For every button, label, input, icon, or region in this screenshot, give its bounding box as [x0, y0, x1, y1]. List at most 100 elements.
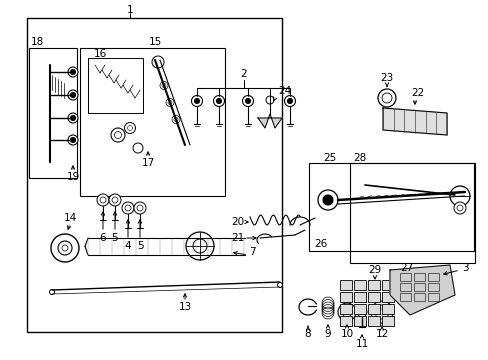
Bar	[381, 292, 393, 302]
Bar	[349, 163, 474, 263]
Circle shape	[114, 131, 121, 139]
Circle shape	[100, 197, 106, 203]
Bar	[339, 280, 351, 290]
Text: 12: 12	[375, 329, 388, 339]
Text: 10: 10	[340, 329, 353, 339]
Bar	[29, 48, 77, 178]
Bar	[353, 304, 365, 314]
Text: 22: 22	[410, 88, 424, 98]
Circle shape	[127, 126, 132, 131]
Circle shape	[97, 194, 109, 206]
Text: 4: 4	[124, 241, 131, 251]
Circle shape	[242, 95, 253, 107]
Bar	[367, 280, 379, 290]
Text: 15: 15	[148, 37, 162, 47]
Circle shape	[377, 89, 395, 107]
Circle shape	[277, 283, 282, 288]
Circle shape	[134, 202, 146, 214]
Bar	[367, 316, 379, 326]
Text: 11: 11	[355, 339, 368, 349]
Circle shape	[449, 186, 469, 206]
Bar	[413, 273, 424, 281]
Polygon shape	[258, 114, 282, 128]
Bar	[367, 292, 379, 302]
Text: 9: 9	[324, 329, 331, 339]
Bar	[339, 304, 351, 314]
Bar	[367, 304, 379, 314]
Circle shape	[112, 197, 118, 203]
Polygon shape	[382, 108, 446, 135]
Bar	[399, 293, 410, 301]
Circle shape	[453, 202, 465, 214]
Bar	[27, 18, 282, 332]
Circle shape	[125, 205, 131, 211]
Circle shape	[216, 99, 221, 104]
Circle shape	[62, 245, 68, 251]
Circle shape	[122, 202, 134, 214]
Circle shape	[356, 307, 366, 317]
Circle shape	[68, 67, 78, 77]
Circle shape	[287, 99, 292, 104]
Circle shape	[317, 190, 337, 210]
Text: 1: 1	[126, 5, 133, 15]
Circle shape	[165, 99, 174, 107]
Bar	[413, 293, 424, 301]
Circle shape	[109, 194, 121, 206]
Text: 16: 16	[93, 49, 106, 59]
Circle shape	[70, 116, 75, 121]
Bar	[427, 273, 438, 281]
Circle shape	[58, 241, 72, 255]
Circle shape	[49, 289, 54, 294]
Text: 14: 14	[63, 213, 77, 223]
Circle shape	[162, 84, 165, 87]
Text: 27: 27	[400, 263, 413, 273]
Bar	[427, 283, 438, 291]
Text: 29: 29	[367, 265, 381, 275]
Bar	[413, 283, 424, 291]
Bar	[427, 293, 438, 301]
Circle shape	[70, 69, 75, 75]
Bar	[381, 304, 393, 314]
Circle shape	[168, 100, 172, 104]
Text: 7: 7	[248, 247, 255, 257]
Circle shape	[172, 116, 180, 123]
Bar	[339, 292, 351, 302]
Bar	[339, 316, 351, 326]
Circle shape	[152, 56, 163, 68]
Text: 17: 17	[141, 158, 154, 168]
Text: 26: 26	[314, 239, 327, 249]
Text: 21: 21	[231, 233, 244, 243]
Circle shape	[133, 143, 142, 153]
Circle shape	[68, 135, 78, 145]
Text: 25: 25	[323, 153, 336, 163]
Circle shape	[378, 309, 384, 315]
Text: 23: 23	[380, 73, 393, 83]
Circle shape	[341, 307, 351, 317]
Text: 5: 5	[111, 233, 118, 243]
Text: 6: 6	[100, 233, 106, 243]
Circle shape	[174, 117, 178, 122]
Text: 2: 2	[240, 69, 246, 79]
Circle shape	[160, 81, 168, 90]
Circle shape	[111, 128, 125, 142]
Text: 18: 18	[30, 37, 43, 47]
Circle shape	[51, 234, 79, 262]
Circle shape	[137, 205, 142, 211]
Text: 5: 5	[137, 241, 143, 251]
Circle shape	[245, 99, 250, 104]
Polygon shape	[389, 265, 454, 315]
Bar	[399, 273, 410, 281]
Circle shape	[68, 113, 78, 123]
Circle shape	[70, 93, 75, 98]
Bar	[381, 280, 393, 290]
Circle shape	[370, 301, 392, 323]
Bar	[353, 280, 365, 290]
Circle shape	[456, 205, 462, 211]
Circle shape	[70, 138, 75, 143]
Bar	[80, 48, 224, 196]
Circle shape	[381, 93, 391, 103]
Text: 19: 19	[66, 172, 80, 182]
Circle shape	[337, 303, 355, 321]
Circle shape	[193, 239, 206, 253]
Bar	[88, 58, 142, 113]
